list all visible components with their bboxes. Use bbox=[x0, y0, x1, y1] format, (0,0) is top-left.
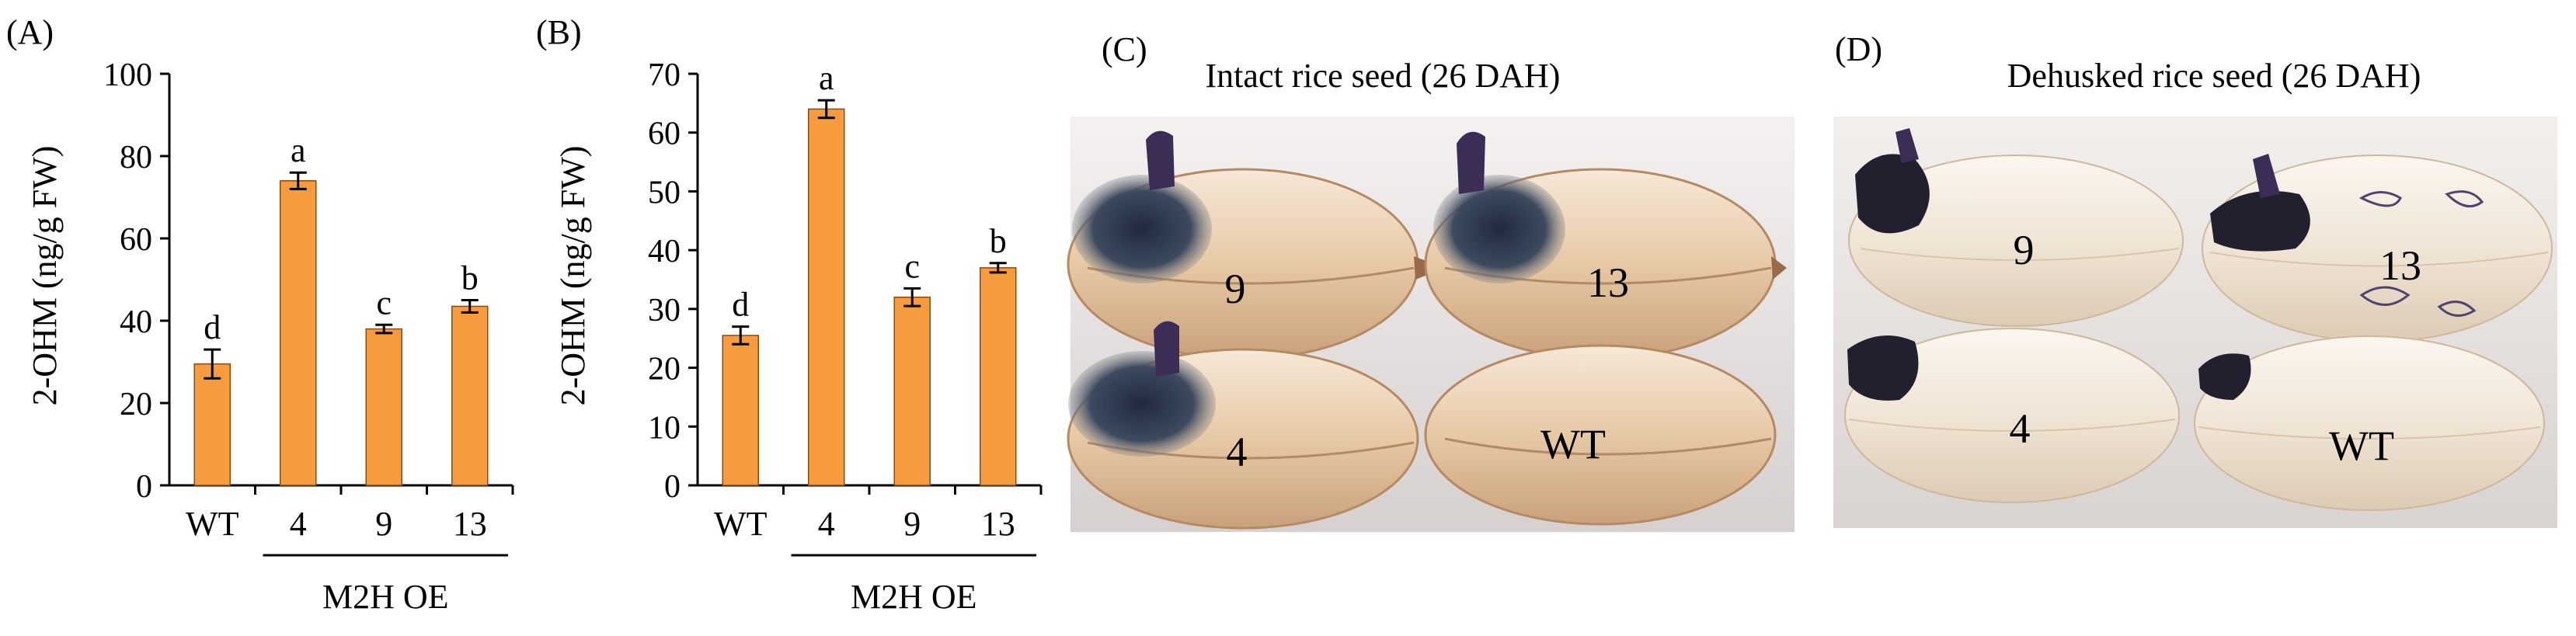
intact-seed-photo: 9 13 4 WT bbox=[1067, 116, 1794, 532]
panel-a-label: (A) bbox=[6, 13, 54, 51]
intact-seed-wt bbox=[1424, 344, 1777, 526]
significance-letter: a bbox=[819, 59, 834, 97]
y-tick-label: 0 bbox=[136, 469, 152, 505]
significance-letter: a bbox=[291, 131, 306, 169]
dehusked-seed-label-wt: WT bbox=[2329, 422, 2394, 469]
intact-seed-label-9: 9 bbox=[1225, 266, 1246, 312]
panel-c-title: Intact rice seed (26 DAH) bbox=[1206, 57, 1561, 95]
y-tick-label: 0 bbox=[664, 469, 681, 505]
y-tick-label: 20 bbox=[648, 352, 681, 388]
intact-seed-13 bbox=[1424, 131, 1787, 360]
y-tick-label: 60 bbox=[648, 116, 681, 152]
group-label: M2H OE bbox=[322, 578, 449, 616]
y-tick-label: 10 bbox=[648, 410, 681, 446]
dehusked-seed-4 bbox=[1844, 328, 2180, 503]
bar bbox=[193, 363, 231, 486]
panel-c: (C) Intact rice seed (26 DAH) bbox=[1067, 30, 1794, 532]
x-tick-label: WT bbox=[714, 505, 768, 543]
dehusked-seed-label-13: 13 bbox=[2379, 242, 2421, 289]
significance-letter: d bbox=[732, 286, 749, 324]
panel-d: (D) Dehusked rice seed (26 DAH) bbox=[1833, 30, 2557, 528]
intact-seed-4 bbox=[1067, 321, 1419, 530]
significance-letter: d bbox=[204, 308, 221, 346]
significance-letter: b bbox=[990, 222, 1007, 260]
bar bbox=[451, 305, 489, 486]
bar bbox=[365, 328, 402, 486]
significance-letter: c bbox=[904, 247, 920, 285]
bar bbox=[808, 108, 845, 486]
x-tick-label: 9 bbox=[903, 505, 921, 543]
y-tick-label: 30 bbox=[648, 293, 681, 328]
y-tick-label: 80 bbox=[120, 140, 152, 176]
x-tick-label: 13 bbox=[453, 505, 487, 543]
panel-d-label: (D) bbox=[1835, 30, 1882, 68]
bar bbox=[722, 335, 759, 486]
x-tick-label: 4 bbox=[290, 505, 307, 543]
dehusked-seed-9 bbox=[1848, 128, 2184, 327]
panel-c-label: (C) bbox=[1102, 30, 1147, 68]
panel-b-y-axis-label: 2-OHM (ng/g FW) bbox=[554, 146, 592, 406]
significance-letter: b bbox=[461, 259, 479, 297]
y-tick-label: 100 bbox=[103, 57, 152, 93]
significance-letter: c bbox=[376, 283, 392, 321]
x-tick-label: 4 bbox=[818, 505, 835, 543]
x-tick-label: 13 bbox=[981, 505, 1015, 543]
dehusked-seed-label-9: 9 bbox=[2014, 227, 2035, 273]
group-label: M2H OE bbox=[851, 578, 977, 616]
intact-seed-label-wt: WT bbox=[1540, 421, 1606, 467]
intact-seed-label-4: 4 bbox=[1227, 429, 1248, 475]
y-tick-label: 50 bbox=[648, 175, 681, 210]
intact-seed-9 bbox=[1067, 130, 1445, 360]
panel-b-label: (B) bbox=[536, 13, 582, 51]
intact-seed-label-13: 13 bbox=[1587, 259, 1629, 306]
y-tick-label: 70 bbox=[648, 57, 681, 93]
panel-b: (B) 2-OHM (ng/g FW) 0 10 20 30 40 50 60 70 d WT a 4… bbox=[536, 13, 1043, 616]
panel-a: (A) 2-OHM (ng/g FW) 0 20 40 60 80 100 d WT a 4 c 9 b… bbox=[6, 13, 514, 616]
y-tick-label: 60 bbox=[120, 222, 152, 258]
y-tick-label: 40 bbox=[120, 304, 152, 340]
y-tick-label: 40 bbox=[648, 234, 681, 269]
x-tick-label: WT bbox=[186, 505, 239, 543]
y-tick-label: 20 bbox=[120, 387, 152, 422]
bar bbox=[980, 267, 1017, 486]
dehusked-seed-wt bbox=[2194, 335, 2545, 511]
panel-d-title: Dehusked rice seed (26 DAH) bbox=[2007, 57, 2421, 95]
x-tick-label: 9 bbox=[375, 505, 392, 543]
bar bbox=[280, 180, 317, 486]
dehusked-seed-photo: 9 13 4 WT bbox=[1833, 116, 2557, 528]
bar bbox=[893, 296, 931, 486]
dehusked-seed-label-4: 4 bbox=[2010, 405, 2031, 452]
dehusked-seed-13 bbox=[2202, 154, 2553, 342]
panel-a-y-axis-label: 2-OHM (ng/g FW) bbox=[26, 146, 64, 406]
